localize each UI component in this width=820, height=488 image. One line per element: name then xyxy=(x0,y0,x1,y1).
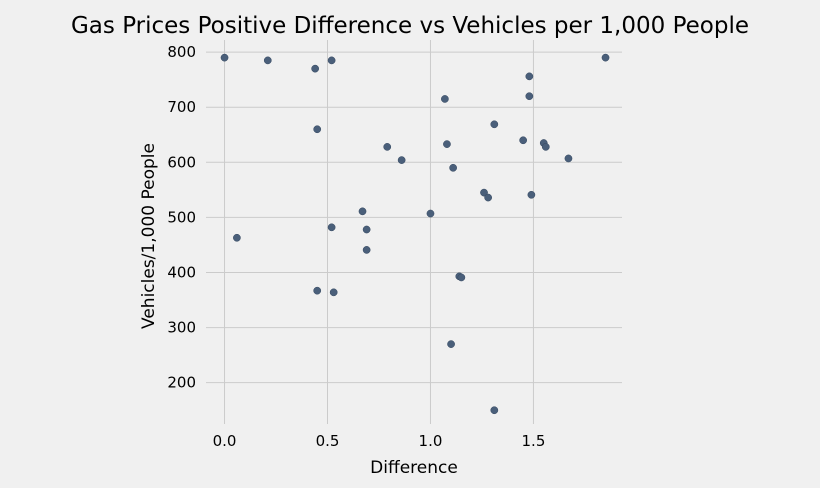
data-point xyxy=(441,95,449,103)
data-point xyxy=(362,225,371,234)
y-axis-ticks: 200 300 400 500 600 700 800 xyxy=(167,43,196,392)
chart-title: Gas Prices Positive Difference vs Vehicl… xyxy=(71,13,749,39)
data-point xyxy=(383,143,392,151)
data-point xyxy=(358,207,367,216)
data-point xyxy=(527,190,536,199)
data-point xyxy=(447,340,455,348)
x-tick-label: 0.0 xyxy=(213,432,237,450)
x-tick-label: 0.5 xyxy=(316,432,340,450)
y-tick-label: 400 xyxy=(167,263,196,281)
data-point xyxy=(525,72,534,81)
data-point xyxy=(233,233,241,242)
data-point xyxy=(362,246,371,254)
data-point xyxy=(426,209,435,218)
y-tick-label: 600 xyxy=(167,153,196,171)
x-axis-ticks: 0.0 0.5 1.0 1.5 xyxy=(213,432,546,450)
y-tick-label: 500 xyxy=(167,208,196,226)
data-point xyxy=(490,406,499,415)
x-tick-label: 1.0 xyxy=(419,432,443,450)
data-point xyxy=(327,223,336,232)
data-point xyxy=(457,273,466,282)
data-point xyxy=(313,125,322,134)
data-point xyxy=(480,188,488,197)
data-points xyxy=(220,53,610,415)
data-point xyxy=(601,53,610,62)
data-point xyxy=(327,56,336,65)
x-tick-label: 1.5 xyxy=(522,432,546,450)
data-point xyxy=(490,120,499,129)
y-tick-label: 200 xyxy=(167,374,196,392)
x-axis-label: Difference xyxy=(370,458,458,478)
data-point xyxy=(541,143,550,151)
data-point xyxy=(329,288,338,297)
data-point xyxy=(525,92,534,101)
y-tick-label: 700 xyxy=(167,98,196,116)
data-point xyxy=(519,136,527,145)
data-point xyxy=(443,140,451,148)
data-point xyxy=(564,154,573,163)
data-point xyxy=(220,53,229,62)
grid xyxy=(206,40,622,424)
data-point xyxy=(397,156,406,164)
y-tick-label: 300 xyxy=(167,319,196,337)
data-point xyxy=(311,64,319,73)
data-point xyxy=(449,163,457,172)
y-axis-label: Vehicles/1,000 People xyxy=(139,143,159,329)
data-point xyxy=(263,56,272,65)
data-point xyxy=(484,193,492,202)
data-point xyxy=(313,286,322,295)
y-tick-label: 800 xyxy=(167,43,196,61)
